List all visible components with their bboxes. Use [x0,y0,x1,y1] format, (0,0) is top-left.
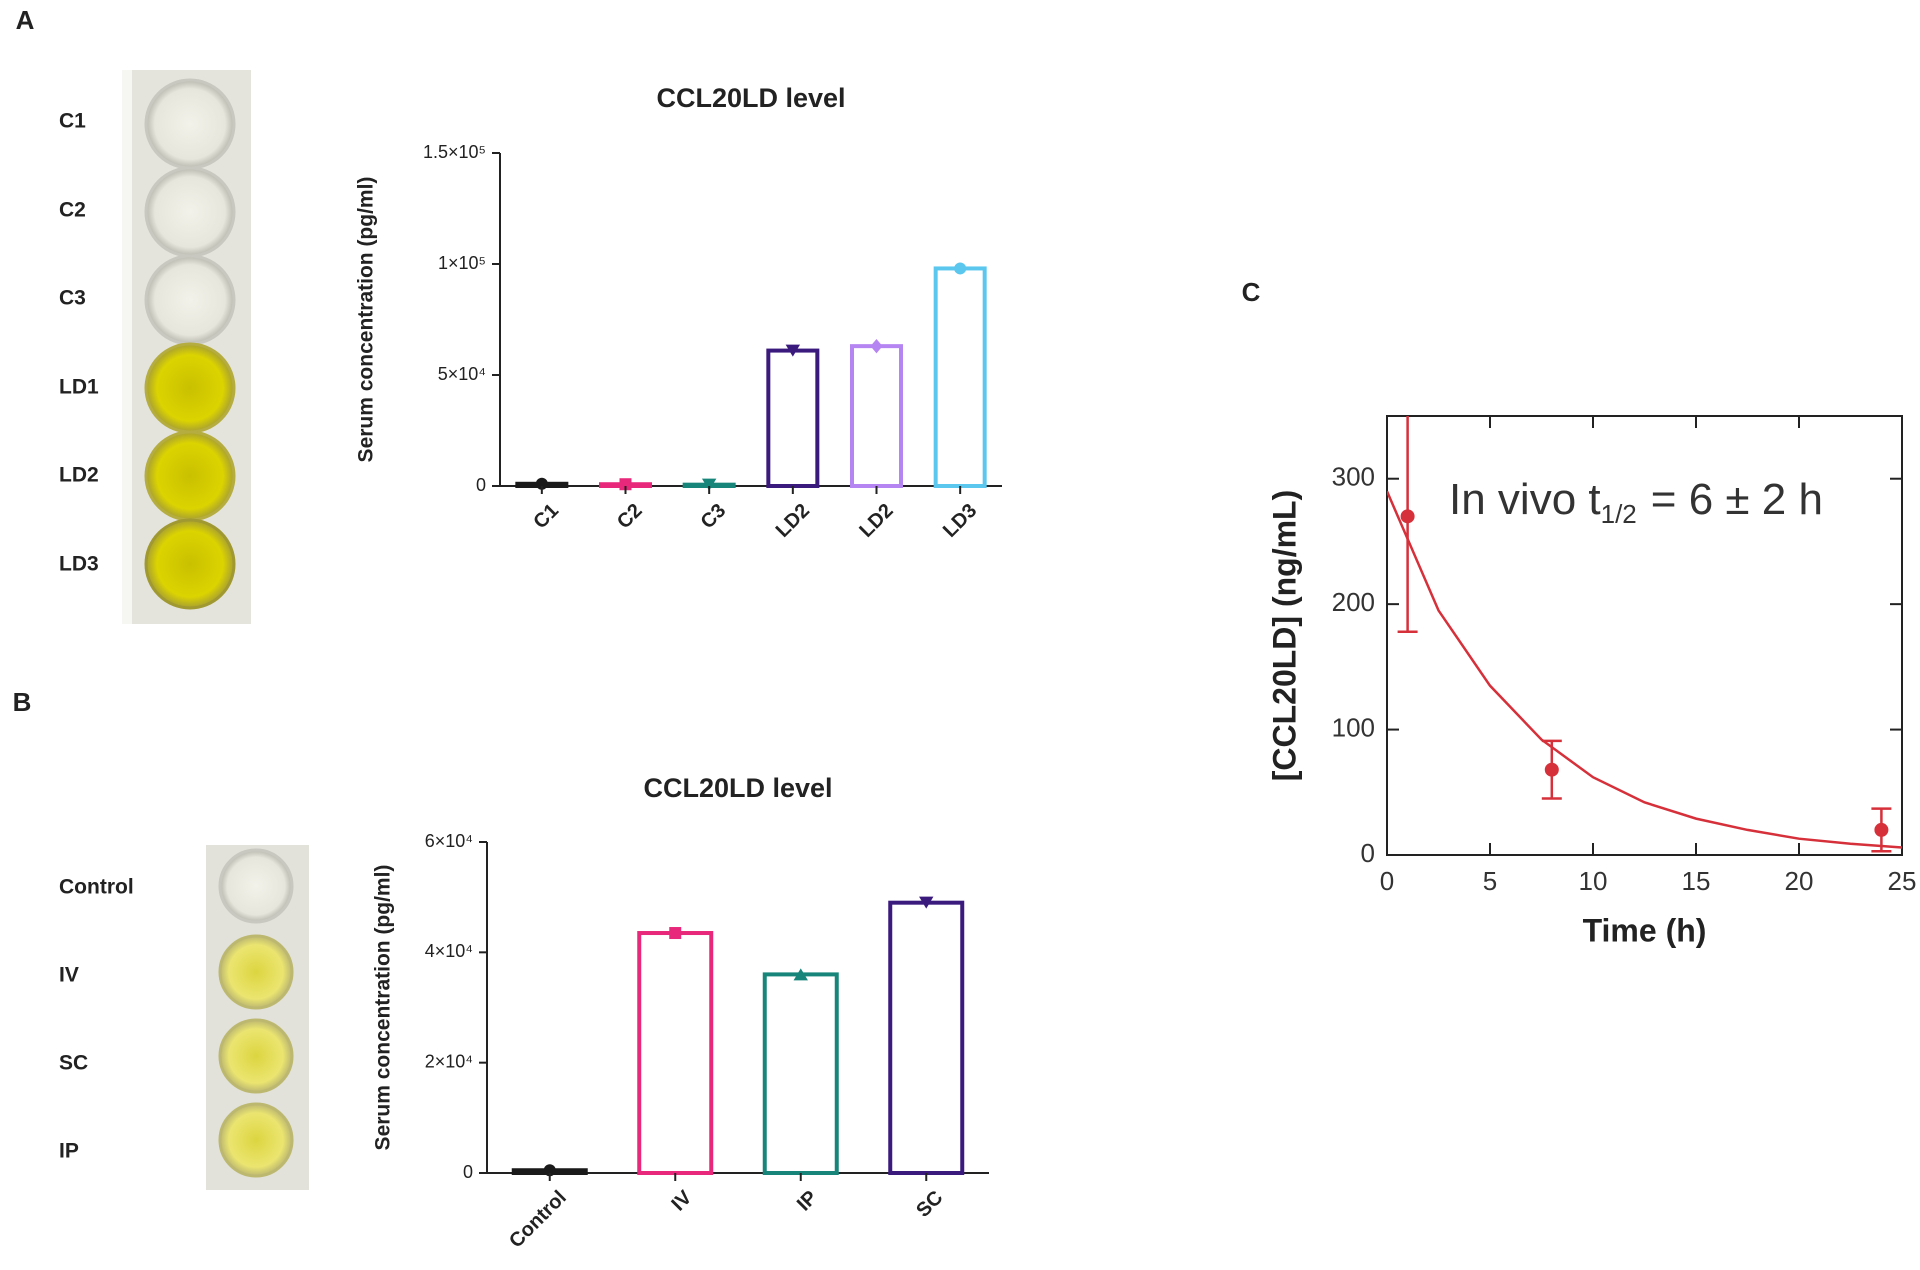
y-tick-label: 2×10⁴ [425,1051,473,1071]
x-tick-label: C3 [697,500,731,534]
well-label: IP [59,1140,79,1163]
bar-chart: CCL20LD level Serum concentration (pg/ml)… [372,773,989,1252]
fit-curve [1387,490,1902,849]
bar-marker [793,968,808,981]
x-tick-label: 10 [1579,866,1608,896]
bar-marker [535,477,548,490]
bar-chart: CCL20LD level Serum concentration (pg/ml)… [355,83,1002,542]
y-tick-label: 6×10⁴ [425,831,473,851]
y-axis-label: [CCL20LD] (ng/mL) [1266,490,1302,782]
x-tick-label: 20 [1785,866,1814,896]
well-strip-b [206,845,309,1190]
x-axis-label: Time (h) [1583,912,1707,948]
x-tick-label: Control [505,1187,571,1253]
bar-marker [619,478,632,491]
annotation: In vivo t1/2 = 6 ± 2 h [1449,475,1823,529]
y-tick-label: 300 [1332,462,1375,492]
bar [762,972,839,1176]
bar [766,348,820,488]
x-tick-label: LD2 [855,500,897,542]
annotation-part: 1/2 [1601,499,1637,529]
panel-letter: C [1242,277,1261,307]
y-tick-label: 200 [1332,587,1375,617]
x-tick-label: LD2 [772,500,814,542]
y-tick-label: 1×10⁵ [438,253,486,273]
well-label: Control [59,876,134,899]
y-tick-label: 0 [463,1162,473,1182]
bar-marker [870,338,883,354]
data-point [1874,822,1889,837]
bar [933,266,987,488]
data-point [1544,762,1559,777]
well-label: IV [59,964,79,987]
bar-marker [954,262,967,275]
x-tick-label: 5 [1483,866,1497,896]
bar-marker [701,478,717,491]
y-axis-label: Serum concentration (pg/ml) [372,865,395,1151]
y-tick-label: 0 [476,475,486,495]
y-tick-label: 4×10⁴ [425,941,473,961]
x-tick-label: C1 [529,500,563,534]
y-axis-label: Serum concentration (pg/ml) [355,177,378,463]
y-tick-label: 0 [1361,838,1375,868]
well-label: C1 [59,110,86,133]
x-tick-label: LD3 [939,500,981,542]
bar [637,931,714,1176]
bar-marker [919,896,934,909]
well-label: LD2 [59,464,99,487]
well-label: LD1 [59,376,99,399]
chart-title: CCL20LD level [643,773,832,803]
bar-marker [669,927,682,940]
well-label: SC [59,1052,88,1075]
scatter-chart: 0 5 10 15 20 25 0 100 200 300 Time (h) [CCL20LD] (n… [1266,415,1917,948]
plot-frame [1386,415,1903,856]
panel-letter: B [13,687,32,717]
annotation-part: In vivo t [1449,475,1601,524]
x-tick-label: 0 [1380,866,1394,896]
x-tick-label: 25 [1888,866,1917,896]
bar [850,344,903,489]
y-tick-label: 5×10⁴ [438,364,486,384]
y-tick-label: 1.5×10⁵ [423,142,486,162]
bar-marker [543,1164,556,1177]
well-strip-a [122,70,251,624]
well-label: C3 [59,287,86,310]
data-point [1400,509,1415,524]
x-tick-label: C2 [613,500,647,534]
bar-marker [785,344,801,357]
annotation-part: = 6 ± 2 h [1651,475,1823,524]
well-label: LD3 [59,553,99,576]
x-tick-label: IV [667,1186,696,1215]
x-tick-label: SC [912,1187,947,1222]
panel-letter: A [16,5,35,35]
y-tick-label: 100 [1332,712,1375,742]
chart-title: CCL20LD level [656,83,845,113]
well-label: C2 [59,199,86,222]
x-tick-label: IP [793,1187,822,1216]
bar [888,900,965,1176]
x-tick-label: 15 [1682,866,1711,896]
